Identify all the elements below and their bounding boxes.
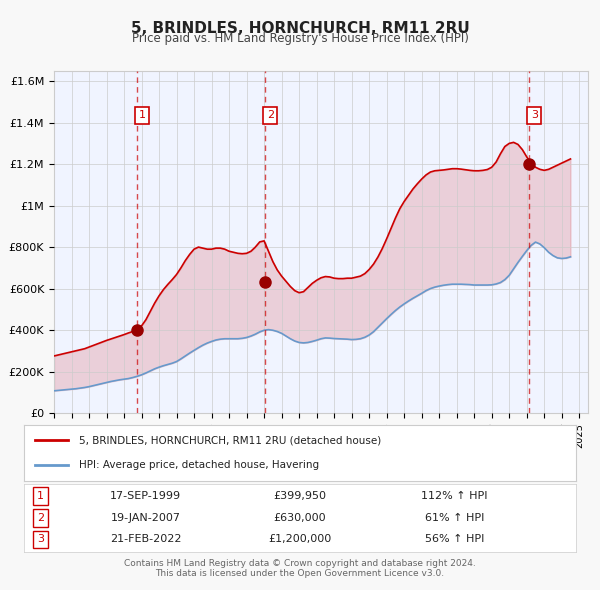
- Text: 3: 3: [531, 110, 538, 120]
- Text: 3: 3: [37, 535, 44, 545]
- Text: 61% ↑ HPI: 61% ↑ HPI: [425, 513, 484, 523]
- Text: 2: 2: [37, 513, 44, 523]
- Text: £1,200,000: £1,200,000: [268, 535, 332, 545]
- Text: £630,000: £630,000: [274, 513, 326, 523]
- Text: Contains HM Land Registry data © Crown copyright and database right 2024.: Contains HM Land Registry data © Crown c…: [124, 559, 476, 568]
- Text: £399,950: £399,950: [274, 491, 326, 501]
- Text: 1: 1: [37, 491, 44, 501]
- Text: 56% ↑ HPI: 56% ↑ HPI: [425, 535, 484, 545]
- Text: 17-SEP-1999: 17-SEP-1999: [110, 491, 181, 501]
- Text: 19-JAN-2007: 19-JAN-2007: [110, 513, 181, 523]
- Text: 2: 2: [266, 110, 274, 120]
- Text: HPI: Average price, detached house, Havering: HPI: Average price, detached house, Have…: [79, 460, 319, 470]
- Text: This data is licensed under the Open Government Licence v3.0.: This data is licensed under the Open Gov…: [155, 569, 445, 578]
- Text: 112% ↑ HPI: 112% ↑ HPI: [421, 491, 488, 501]
- Text: 5, BRINDLES, HORNCHURCH, RM11 2RU: 5, BRINDLES, HORNCHURCH, RM11 2RU: [131, 21, 469, 35]
- Text: 21-FEB-2022: 21-FEB-2022: [110, 535, 181, 545]
- Text: 5, BRINDLES, HORNCHURCH, RM11 2RU (detached house): 5, BRINDLES, HORNCHURCH, RM11 2RU (detac…: [79, 435, 382, 445]
- Text: 1: 1: [139, 110, 145, 120]
- Text: Price paid vs. HM Land Registry's House Price Index (HPI): Price paid vs. HM Land Registry's House …: [131, 32, 469, 45]
